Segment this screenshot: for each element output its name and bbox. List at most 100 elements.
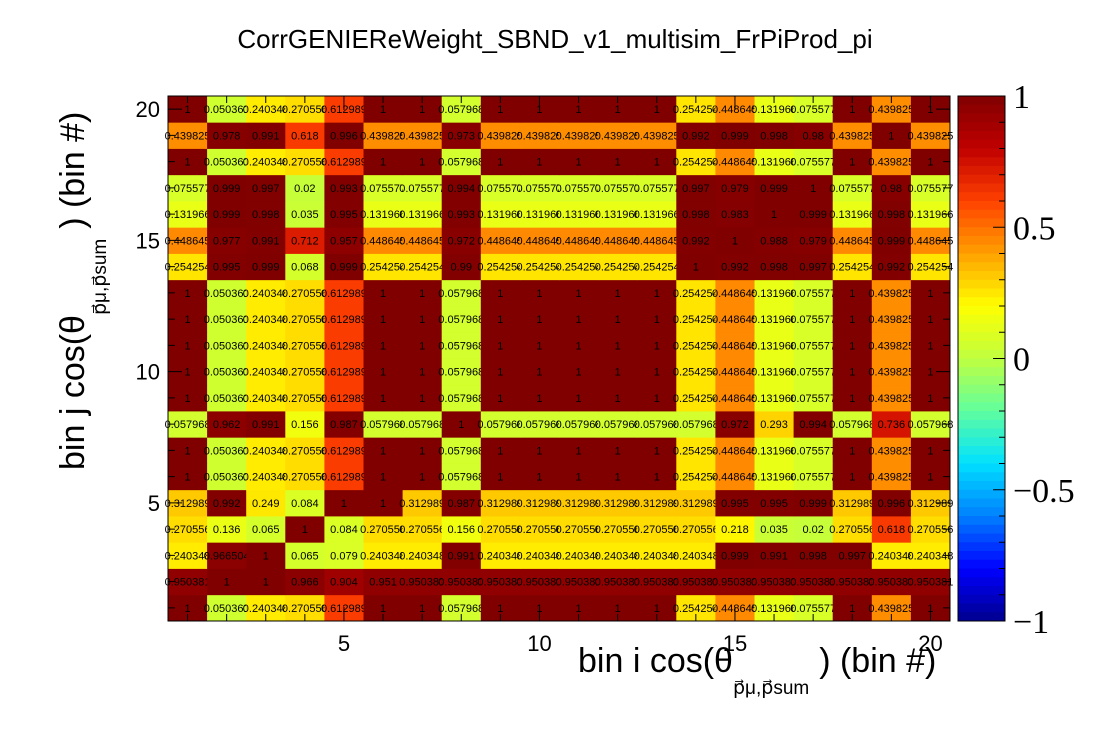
x-tick-label: 5 (338, 631, 350, 656)
heatmap-cell (637, 279, 677, 307)
heatmap-cell (754, 306, 794, 333)
heatmap-cell (754, 489, 794, 517)
cell-value-label: 0.999 (799, 498, 827, 510)
cell-value-label: 0.439825 (165, 130, 211, 142)
cell-value-label: 1 (575, 603, 581, 615)
cell-value-label: 1 (810, 183, 816, 195)
heatmap-cell (285, 411, 325, 438)
heatmap-cell (754, 332, 794, 359)
heatmap-cell (637, 227, 677, 254)
svg-text:bin i cos(θp⃗μ,p⃗sum) (bin #): bin i cos(θp⃗μ,p⃗sum) (bin #) (578, 642, 936, 699)
heatmap-cell (402, 437, 443, 464)
cell-value-label: 0.131966 (595, 209, 641, 221)
heatmap-cell (402, 542, 443, 569)
heatmap-cell (480, 148, 521, 176)
cell-value-label: 0.270556 (399, 524, 445, 536)
heatmap-cell (207, 148, 247, 176)
cell-value-label: 0.240348 (243, 157, 289, 169)
cell-value-label: 0.131966 (399, 209, 445, 221)
cell-value-label: 0.131966 (751, 157, 797, 169)
heatmap-cell (871, 174, 912, 202)
heatmap-cell (715, 306, 755, 333)
cell-value-label: 0.131966 (165, 209, 211, 221)
heatmap-cell (246, 306, 286, 333)
cell-value-label: 0.950381 (868, 577, 914, 589)
heatmap-cell (832, 489, 873, 517)
cell-value-label: 0.996 (878, 498, 906, 510)
heatmap-cell (871, 253, 912, 281)
heatmap-cell (598, 174, 638, 202)
cell-value-label: 0.979 (799, 235, 827, 247)
x-tick-label: 10 (527, 631, 551, 656)
heatmap-cell (207, 122, 247, 149)
cell-value-label: 0.254254 (634, 262, 680, 274)
heatmap-cell (363, 542, 403, 569)
color-scale-step (958, 533, 1005, 543)
cell-value-label: 1 (380, 498, 386, 510)
cell-value-label: 1 (615, 472, 621, 484)
heatmap-cell (402, 227, 443, 254)
heatmap-cell (598, 437, 638, 464)
heatmap-cell (402, 411, 443, 438)
cell-value-label: 0.312989 (595, 498, 641, 510)
cell-value-label: 0.057968 (438, 603, 484, 615)
cell-value-label: 0.999 (760, 183, 788, 195)
heatmap-cell (402, 384, 443, 412)
cell-value-label: 0.131966 (908, 209, 954, 221)
cell-value-label: 0.618 (878, 524, 906, 536)
color-scale-step (958, 594, 1005, 604)
heatmap-cell (754, 253, 794, 281)
heatmap-cell (441, 542, 482, 569)
color-scale-step (958, 122, 1005, 132)
cell-value-label: 0.439825 (868, 445, 914, 457)
heatmap-cell (363, 253, 403, 281)
heatmap-cell (676, 568, 716, 596)
cell-value-label: 0.999 (213, 209, 241, 221)
color-scale-step (958, 288, 1005, 298)
y-tick-label: 15 (136, 228, 160, 253)
cell-value-label: 0.075577 (517, 183, 563, 195)
heatmap-cell (598, 201, 638, 228)
color-scale-step (958, 384, 1005, 394)
cell-value-label: 1 (380, 340, 386, 352)
cell-value-label: 1 (497, 367, 503, 379)
color-scale-step (958, 586, 1005, 596)
color-scale-step (958, 428, 1005, 438)
cell-value-label: 0.240348 (399, 550, 445, 562)
cell-value-label: 1 (615, 603, 621, 615)
heatmap-cell (246, 463, 286, 491)
heatmap-cell (559, 279, 599, 307)
cell-value-label: 0.057968 (399, 419, 445, 431)
cell-value-label: 1 (849, 157, 855, 169)
cell-value-label: 0.057968 (595, 419, 641, 431)
cell-value-label: 1 (927, 393, 933, 405)
heatmap-cell (754, 148, 794, 176)
cell-value-label: 1 (849, 340, 855, 352)
cell-value-label: 0.992 (682, 235, 710, 247)
heatmap-cell (324, 306, 364, 333)
heatmap-cell (754, 568, 794, 596)
heatmap-cell (480, 122, 521, 149)
cell-value-label: 0.240348 (243, 340, 289, 352)
color-scale-step (958, 236, 1005, 246)
heatmap-cell (637, 174, 677, 202)
color-scale-step (958, 603, 1005, 613)
heatmap-cell (441, 516, 482, 543)
cell-value-label: 1 (654, 603, 660, 615)
cell-value-label: 0.057968 (438, 288, 484, 300)
color-scale-step (958, 612, 1005, 622)
heatmap-cell (246, 227, 286, 254)
heatmap-cell (441, 358, 482, 386)
cell-value-label: 0.050361 (204, 472, 250, 484)
heatmap-cell (480, 542, 521, 569)
heatmap-cell (207, 516, 247, 543)
cell-value-label: 0.992 (682, 130, 710, 142)
heatmap-cell (402, 463, 443, 491)
heatmap-cell (637, 568, 677, 596)
cell-value-label: 0.240348 (243, 367, 289, 379)
color-scale-step (958, 559, 1005, 569)
heatmap-cell (402, 568, 443, 596)
heatmap-cell (207, 489, 247, 517)
heatmap-cell (363, 384, 403, 412)
heatmap-cell (715, 568, 755, 596)
